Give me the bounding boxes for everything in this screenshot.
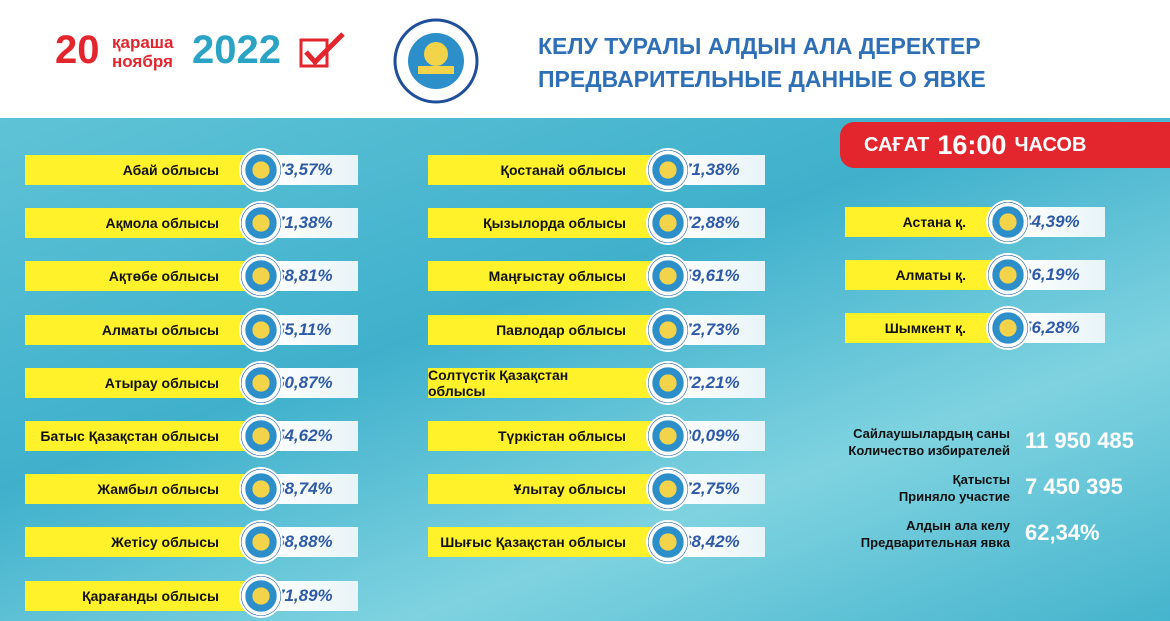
stat-value: 7 450 395 [1025, 474, 1123, 499]
region-emblem [646, 307, 690, 352]
stat-label: Қатысты Приняло участие [820, 471, 1010, 505]
cec-emblem [393, 18, 479, 104]
region-emblem [646, 360, 690, 405]
region-name: Солтүстік Қазақстан облысы [428, 367, 660, 399]
region-name: Жамбыл облысы [25, 474, 253, 505]
region-emblem [986, 200, 1030, 244]
title-kz: КЕЛУ ТУРАЛЫ АЛДЫН АЛА ДЕРЕКТЕР [538, 33, 981, 59]
region-emblem [239, 148, 283, 192]
region-name: Жетісу облысы [25, 527, 253, 558]
stat-label-line: Алдын ала келу [906, 518, 1010, 533]
stat-label: Сайлаушылардың саны Количество избирателе… [820, 425, 1010, 459]
check-icon [299, 32, 345, 68]
stat-label-line: Количество избирателей [848, 443, 1010, 458]
time: 16:00 [937, 129, 1007, 160]
region-emblem [986, 306, 1030, 351]
region-name: Қызылорда облысы [428, 208, 660, 239]
time-tab: САҒАТ 16:00 ЧАСОВ [840, 122, 1170, 168]
region-name: Маңғыстау облысы [428, 261, 660, 292]
month-kz: қараша [112, 33, 174, 52]
day: 20 [55, 28, 100, 72]
stat-value: 62,34% [1025, 520, 1100, 545]
region-emblem [239, 254, 283, 299]
year: 2022 [192, 28, 281, 72]
region-emblem [646, 414, 690, 458]
time-prefix: САҒАТ [864, 133, 930, 156]
region-name: Павлодар облысы [428, 314, 660, 345]
region-emblem [646, 148, 690, 192]
region-name: Ақтөбе облысы [25, 261, 253, 292]
region-emblem [239, 414, 283, 458]
region-name: Астана қ. [845, 207, 1000, 237]
region-emblem [646, 520, 690, 565]
region-name: Ұлытау облысы [428, 474, 660, 505]
title: КЕЛУ ТУРАЛЫ АЛДЫН АЛА ДЕРЕКТЕР ПРЕДВАРИТЕ… [538, 30, 986, 96]
region-emblem [239, 520, 283, 565]
region-name: Батыс Қазақстан облысы [25, 421, 253, 451]
stat-value: 11 950 485 [1025, 428, 1134, 453]
region-emblem [239, 201, 283, 246]
month-ru: ноября [112, 52, 173, 71]
region-emblem [986, 253, 1030, 298]
region-name: Ақмола облысы [25, 208, 253, 239]
region-name: Абай облысы [25, 155, 253, 185]
region-name: Атырау облысы [25, 367, 253, 398]
region-name: Қарағанды облысы [25, 580, 253, 611]
stat-label-line: Предварительная явка [860, 535, 1010, 550]
stat-label-line: Приняло участие [898, 489, 1010, 504]
region-name: Қостанай облысы [428, 155, 660, 185]
region-emblem [239, 573, 283, 618]
region-emblem [239, 307, 283, 352]
region-name: Шымкент қ. [845, 313, 1000, 344]
region-emblem [646, 467, 690, 512]
region-name: Алматы облысы [25, 314, 253, 345]
region-name: Түркістан облысы [428, 421, 660, 451]
stat-label: Алдын ала келу Предварительная явка [820, 517, 1010, 551]
region-emblem [646, 254, 690, 299]
time-suffix: ЧАСОВ [1014, 133, 1087, 156]
month: қараша ноября [112, 33, 173, 71]
region-name: Шығыс Қазақстан облысы [428, 527, 660, 558]
title-ru: ПРЕДВАРИТЕЛЬНЫЕ ДАННЫЕ О ЯВКЕ [538, 66, 986, 92]
stat-label-line: Қатысты [952, 472, 1010, 487]
region-name: Алматы қ. [845, 260, 1000, 291]
region-emblem [239, 360, 283, 405]
stat-label-line: Сайлаушылардың саны [853, 426, 1010, 441]
region-emblem [646, 201, 690, 246]
region-emblem [239, 467, 283, 512]
